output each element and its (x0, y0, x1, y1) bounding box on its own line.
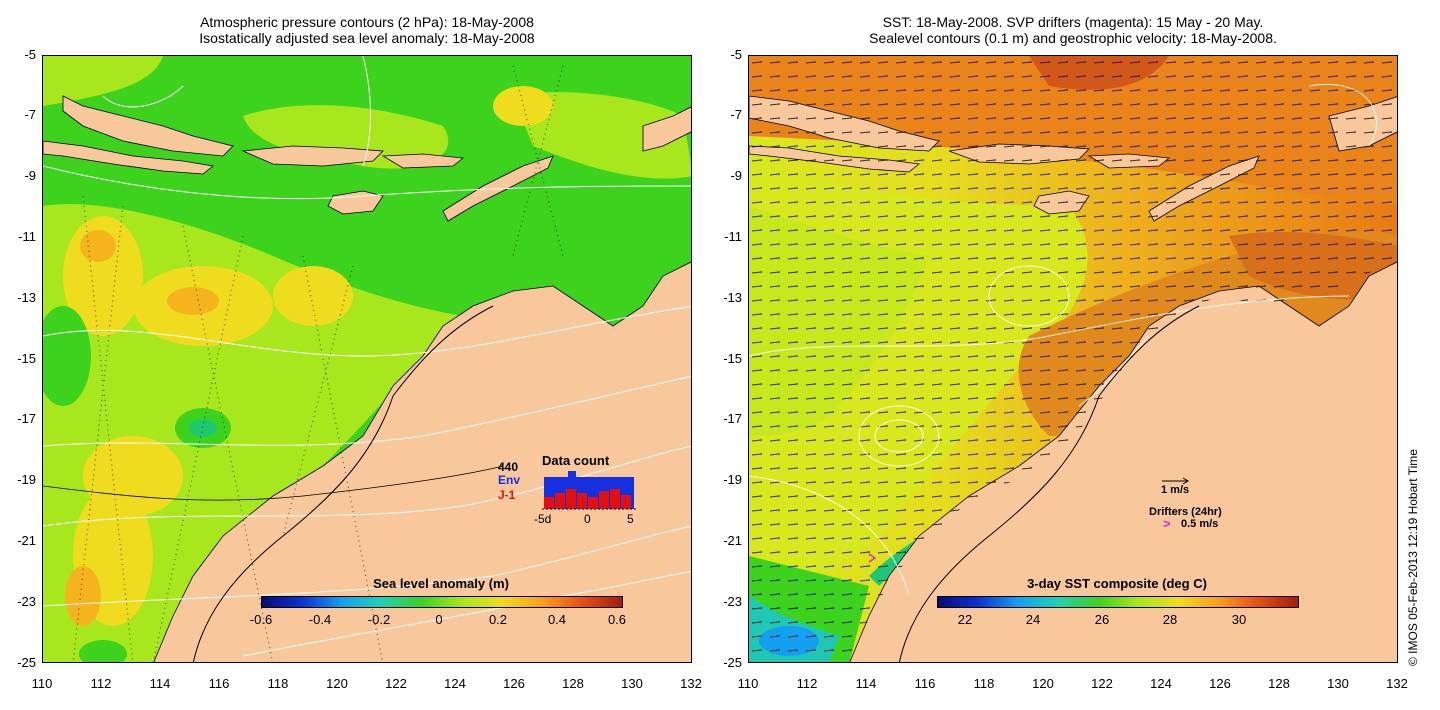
left-xtick-8: 126 (503, 676, 525, 691)
right-ytick-5: -15 (723, 351, 742, 366)
right-title-line2: Sealevel contours (0.1 m) and geostrophi… (869, 30, 1277, 46)
right-ytick-2: -9 (730, 168, 742, 183)
right-xtick-8: 126 (1209, 676, 1231, 691)
data-count-env-label: Env (498, 473, 521, 487)
data-count-title: Data count (542, 453, 610, 468)
drifters-label: Drifters (24hr) (1149, 506, 1222, 518)
right-xtick-0: 110 (737, 676, 759, 691)
sla-tick-6: 0.6 (607, 612, 627, 627)
left-xtick-11: 132 (680, 676, 702, 691)
velocity-scale-arrow (1162, 477, 1189, 485)
left-title-line2: Isostatically adjusted sea level anomaly… (199, 30, 535, 46)
left-xtick-3: 116 (208, 676, 230, 691)
data-count-xtick-2: 5 (627, 512, 634, 526)
left-ytick-4: -13 (17, 290, 36, 305)
left-xtick-0: 110 (31, 676, 53, 691)
right-ytick-3: -11 (724, 229, 742, 244)
left-title-line1: Atmospheric pressure contours (2 hPa): 1… (200, 14, 534, 30)
data-count-xtick-0: -5d (534, 512, 552, 526)
left-ytick-0: -5 (24, 47, 36, 62)
left-ytick-6: -17 (17, 411, 36, 426)
data-count-xtick-1: 0 (584, 512, 591, 526)
right-title-line1: SST: 18-May-2008. SVP drifters (magenta)… (882, 14, 1264, 30)
sla-tick-1: -0.4 (308, 612, 332, 627)
left-ytick-7: -19 (17, 472, 36, 487)
sla-colorbar-label: Sea level anomaly (m) (373, 576, 509, 591)
right-xtick-3: 116 (914, 676, 936, 691)
sst-map: 1 m/s Drifters (24hr) > 0.5 m/s 3-day SS… (748, 55, 1398, 663)
right-ytick-0: -5 (730, 47, 742, 62)
drifter-symbol: > (1163, 516, 1171, 531)
right-ytick-10: -25 (723, 655, 742, 670)
left-xtick-5: 120 (326, 676, 348, 691)
sst-colorbar-label: 3-day SST composite (deg C) (1027, 576, 1207, 591)
drifter-scale-label: 0.5 m/s (1181, 518, 1219, 530)
sst-tick-0: 22 (957, 612, 973, 627)
left-ytick-2: -9 (24, 168, 36, 183)
left-ytick-5: -15 (17, 351, 36, 366)
data-count-j1-label: J-1 (498, 488, 516, 502)
right-ytick-1: -7 (730, 107, 742, 122)
right-ytick-7: -19 (723, 472, 742, 487)
left-title: Atmospheric pressure contours (2 hPa): 1… (42, 14, 692, 46)
left-xtick-1: 112 (90, 676, 112, 691)
left-ytick-3: -11 (18, 229, 36, 244)
velocity-scale-label: 1 m/s (1161, 484, 1190, 496)
right-ytick-9: -23 (723, 594, 742, 609)
right-xtick-4: 118 (973, 676, 995, 691)
data-count-total: 440 (498, 460, 519, 474)
right-xtick-6: 122 (1091, 676, 1113, 691)
sla-tick-0: -0.6 (249, 612, 273, 627)
left-ytick-1: -7 (24, 107, 36, 122)
sla-tick-4: 0.2 (488, 612, 508, 627)
right-title: SST: 18-May-2008. SVP drifters (magenta)… (748, 14, 1398, 46)
right-xtick-10: 130 (1327, 676, 1349, 691)
left-xtick-7: 124 (444, 676, 466, 691)
right-xtick-5: 120 (1032, 676, 1054, 691)
left-xtick-9: 128 (562, 676, 584, 691)
sst-colorbar (937, 596, 1299, 608)
right-ytick-4: -13 (723, 290, 742, 305)
data-count-histogram (542, 471, 636, 510)
sla-tick-3: 0 (435, 612, 443, 627)
right-xtick-1: 112 (796, 676, 818, 691)
left-xtick-6: 122 (385, 676, 407, 691)
left-ytick-8: -21 (17, 533, 36, 548)
left-xtick-4: 118 (267, 676, 289, 691)
sla-map: Data count 440 Env J-1 -5d 0 5 Sea level… (42, 55, 692, 663)
right-ytick-6: -17 (723, 411, 742, 426)
imos-credit: © IMOS 05-Feb-2013 12:19 Hobart Time (1406, 449, 1420, 666)
right-xtick-11: 132 (1386, 676, 1408, 691)
sst-tick-1: 24 (1025, 612, 1041, 627)
sst-tick-2: 26 (1094, 612, 1110, 627)
sla-colorbar (261, 596, 623, 608)
right-ytick-8: -21 (723, 533, 742, 548)
left-xtick-10: 130 (621, 676, 643, 691)
left-ytick-10: -25 (17, 655, 36, 670)
left-xtick-2: 114 (149, 676, 171, 691)
right-xtick-7: 124 (1150, 676, 1172, 691)
sla-tick-2: -0.2 (367, 612, 391, 627)
right-xtick-9: 128 (1268, 676, 1290, 691)
data-count-inset: Data count 440 Env J-1 -5d 0 5 (498, 453, 648, 533)
sla-tick-5: 0.4 (547, 612, 567, 627)
right-xtick-2: 114 (855, 676, 877, 691)
sst-tick-3: 28 (1162, 612, 1178, 627)
sst-tick-4: 30 (1231, 612, 1247, 627)
left-ytick-9: -23 (17, 594, 36, 609)
